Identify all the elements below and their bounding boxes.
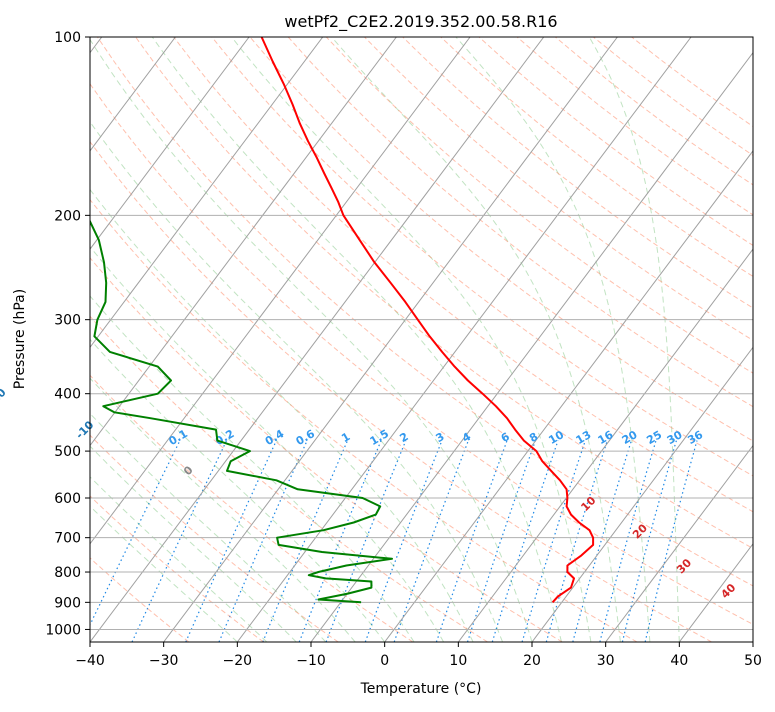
mixing-ratio-label: 20 — [620, 428, 640, 447]
isotherm-line — [311, 37, 765, 642]
isotherm-line — [16, 37, 470, 642]
y-tick-label: 700 — [54, 531, 81, 547]
mixing-ratio-line — [219, 441, 307, 642]
mixing-ratio-label: 25 — [644, 428, 664, 447]
mixing-ratio-line — [622, 441, 676, 642]
mixing-ratio-label: 2 — [398, 430, 411, 445]
x-tick-label: 50 — [744, 653, 762, 669]
mixing-ratio-label: 30 — [665, 428, 685, 447]
mixing-ratio-label: 0.4 — [263, 427, 287, 448]
dry-adiabat-label: -20 — [0, 386, 9, 409]
x-tick-label: 0 — [380, 653, 389, 669]
mixing-ratio-line — [573, 441, 632, 642]
moist-adiabat-line — [152, 37, 561, 642]
mixing-ratio-label: 36 — [685, 428, 705, 447]
y-axis-ticks: 100 200 300 400 500 600 700 800 900 1000 — [45, 30, 90, 638]
x-tick-label: 10 — [449, 653, 467, 669]
x-tick-label: 20 — [523, 653, 541, 669]
moist-adiabats — [0, 37, 679, 642]
isotherm-line — [679, 37, 775, 642]
isotherm-line — [0, 37, 396, 642]
y-tick-label: 100 — [54, 30, 81, 46]
isotherm-line — [0, 37, 323, 642]
y-tick-label: 400 — [54, 387, 81, 403]
x-axis-title: Temperature (°C) — [360, 681, 482, 697]
mixing-ratio-line — [263, 441, 348, 642]
x-tick-label: −40 — [75, 653, 105, 669]
moist-adiabat-line — [0, 37, 444, 642]
mixing-ratio-label: 13 — [574, 428, 594, 447]
dry-adiabat-line — [326, 37, 775, 642]
mixing-ratio-lines — [82, 441, 697, 642]
isotherm-line — [753, 37, 775, 642]
dry-adiabats — [0, 37, 775, 642]
dry-adiabat-line — [0, 37, 562, 642]
isotherm-line — [532, 37, 775, 642]
moist-adiabat-line — [0, 37, 414, 642]
moist-adiabat-line — [0, 37, 385, 642]
mixing-ratio-line — [546, 441, 607, 642]
isotherm-line — [458, 37, 775, 642]
moist-adiabat-line — [0, 37, 267, 642]
mixing-ratio-label: 1 — [339, 430, 352, 445]
y-tick-label: 500 — [54, 444, 81, 460]
moist-adiabat-line — [0, 37, 237, 642]
mixing-ratio-label: 6 — [499, 430, 512, 445]
y-tick-label: 800 — [54, 565, 81, 581]
moist-adiabat-label: 10 — [578, 494, 598, 514]
dry-adiabat-line — [403, 37, 775, 642]
chart-title: wetPf2_C2E2.2019.352.00.58.R16 — [284, 12, 557, 32]
mixing-ratio-label: 3 — [434, 430, 447, 445]
mixing-ratio-label: 0.6 — [294, 427, 318, 448]
mixing-ratio-label: 0.1 — [166, 427, 189, 448]
x-tick-label: −30 — [149, 653, 179, 669]
moist-adiabat-line — [88, 37, 532, 642]
x-axis-ticks: −40 −30 −20 −10 0 10 20 30 40 50 — [75, 642, 762, 669]
y-tick-label: 900 — [54, 595, 81, 611]
isotherm-line — [385, 37, 775, 642]
mixing-ratio-line — [645, 441, 697, 642]
moist-adiabat-line — [589, 37, 679, 642]
dry-adiabat-line — [441, 37, 775, 642]
reference-line-labels: 0.10.20.40.611.52346810131620253036-100-… — [0, 67, 739, 601]
dry-adiabat-line — [555, 37, 775, 642]
moist-adiabat-label: 40 — [718, 581, 738, 601]
mixing-ratio-label: 4 — [460, 430, 473, 445]
mixing-ratio-line — [394, 441, 468, 642]
isotherms — [0, 37, 775, 642]
y-tick-label: 200 — [54, 208, 81, 224]
moist-adiabat-line — [456, 37, 650, 642]
y-axis-title: Pressure (hPa) — [12, 289, 28, 389]
pressure-gridlines — [90, 37, 753, 629]
moist-adiabat-line — [0, 37, 296, 642]
x-tick-label: 40 — [670, 653, 688, 669]
moist-adiabat-label: 30 — [674, 556, 694, 576]
mixing-ratio-label: 16 — [596, 428, 616, 447]
moist-adiabat-line — [0, 37, 326, 642]
dry-adiabat-label: -10 — [73, 418, 96, 441]
y-tick-label: 600 — [54, 491, 81, 507]
y-tick-label: 1000 — [45, 622, 81, 638]
mixing-ratio-label: 10 — [546, 428, 566, 447]
moist-adiabat-label: 20 — [630, 521, 650, 541]
y-tick-label: 300 — [54, 313, 81, 329]
x-tick-label: 30 — [597, 653, 615, 669]
dry-adiabat-line — [479, 37, 775, 642]
mixing-ratio-line — [132, 441, 227, 642]
x-tick-label: −20 — [223, 653, 253, 669]
mixing-ratio-line — [365, 441, 442, 642]
x-tick-label: −10 — [296, 653, 326, 669]
dry-adiabat-line — [288, 37, 775, 642]
isotherm-line — [0, 37, 249, 642]
